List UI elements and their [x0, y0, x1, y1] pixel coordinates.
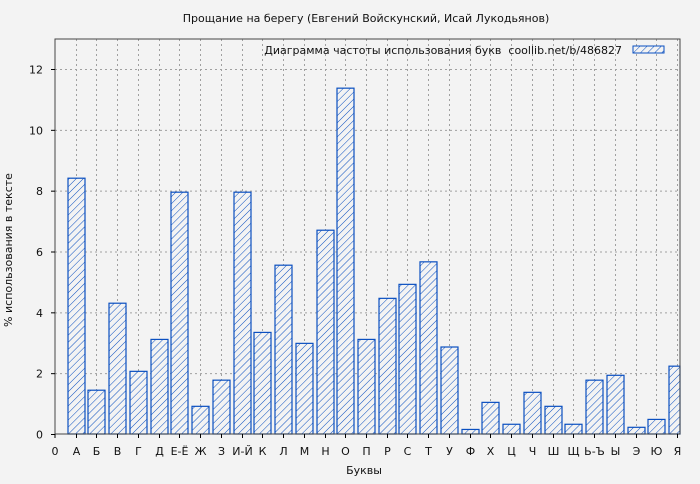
- x-tick-label: Х: [487, 445, 495, 458]
- bar-У: [440, 346, 459, 435]
- x-tick-label: Н: [321, 445, 329, 458]
- x-tick-label: С: [404, 445, 412, 458]
- bar-Ь-Ъ: [585, 379, 604, 435]
- x-tick-label: Ы: [611, 445, 621, 458]
- legend: Диаграмма частоты использования букв coo…: [264, 44, 665, 57]
- x-tick-label: Д: [155, 445, 164, 458]
- chart-title: Прощание на берегу (Евгений Войскунский,…: [183, 12, 550, 25]
- x-tick-label: Ц: [507, 445, 516, 458]
- bar-Б: [87, 389, 106, 435]
- bar-Г: [129, 370, 148, 435]
- bar-В: [108, 302, 127, 435]
- bar-Я: [668, 365, 681, 435]
- legend-swatch: [632, 45, 665, 54]
- bar-Х: [481, 401, 500, 435]
- x-tick-label: К: [259, 445, 267, 458]
- bar-Т: [419, 261, 438, 435]
- x-tick-label: З: [218, 445, 225, 458]
- x-tick-label: Г: [135, 445, 142, 458]
- x-tick-label: Ь-Ъ: [584, 445, 605, 458]
- x-tick-label: И-Й: [232, 445, 252, 458]
- bar-Ж: [191, 405, 210, 435]
- bar-М: [295, 342, 314, 435]
- bar-Ю: [647, 418, 666, 435]
- y-tick-label: 6: [36, 246, 43, 259]
- bar-О: [336, 87, 355, 435]
- grid-lines: [55, 39, 680, 434]
- x-tick-label: В: [114, 445, 122, 458]
- x-axis-label: Буквы: [346, 464, 382, 477]
- x-tick-label: Л: [279, 445, 287, 458]
- x-tick-label: Ч: [529, 445, 537, 458]
- x-tick-label: А: [73, 445, 81, 458]
- x-tick-label: У: [446, 445, 453, 458]
- bar-Ш: [544, 405, 563, 435]
- bar-З: [212, 379, 231, 435]
- x-tick-label: 0: [52, 445, 59, 458]
- y-tick-label: 10: [29, 124, 43, 137]
- bar-Е-Ё: [170, 191, 189, 435]
- bar-А: [67, 177, 86, 435]
- bar-Ы: [606, 374, 625, 435]
- bar-Ф: [461, 428, 480, 435]
- plot-frame: [54, 38, 681, 435]
- y-tick-label: 0: [36, 429, 43, 442]
- bar-Щ: [564, 423, 583, 435]
- bar-Ц: [502, 423, 521, 435]
- y-tick-label: 2: [36, 368, 43, 381]
- bar-Н: [316, 229, 335, 435]
- bar-Л: [274, 264, 293, 435]
- x-tick-label: Б: [93, 445, 101, 458]
- bar-К: [253, 331, 272, 435]
- y-tick-label: 4: [36, 307, 43, 320]
- y-tick-label: 12: [29, 64, 43, 77]
- bar-Д: [150, 338, 169, 435]
- x-tick-label: Т: [424, 445, 432, 458]
- x-tick-label: Ш: [548, 445, 560, 458]
- y-tick-label: 8: [36, 185, 43, 198]
- bar-С: [398, 283, 417, 435]
- bar-Ч: [523, 391, 542, 435]
- x-tick-label: Э: [633, 445, 641, 458]
- x-tick-label: Ю: [651, 445, 663, 458]
- x-tick-label: Щ: [567, 445, 579, 458]
- bar-П: [357, 338, 376, 435]
- bar-Э: [627, 426, 646, 435]
- x-tick-label: Е-Ё: [171, 445, 189, 458]
- x-tick-label: Ж: [195, 445, 207, 458]
- x-tick-label: П: [362, 445, 370, 458]
- x-tick-label: М: [300, 445, 310, 458]
- axes: 0 2 4 6 8 10 12 0 А Б В Г Д Е-Ё Ж З И-Й К Л М Н О П Р С Т У Ф Х Ц Ч Ш Щ Ь…: [29, 38, 682, 458]
- x-tick-label: Ф: [466, 445, 475, 458]
- x-tick-label: Р: [384, 445, 391, 458]
- bar-И-Й: [233, 191, 252, 435]
- y-axis-label: % использования в тексте: [2, 173, 15, 327]
- bar-Р: [378, 297, 397, 435]
- x-tick-label: О: [341, 445, 350, 458]
- x-tick-label: Я: [674, 445, 682, 458]
- legend-label: Диаграмма частоты использования букв coo…: [264, 44, 622, 57]
